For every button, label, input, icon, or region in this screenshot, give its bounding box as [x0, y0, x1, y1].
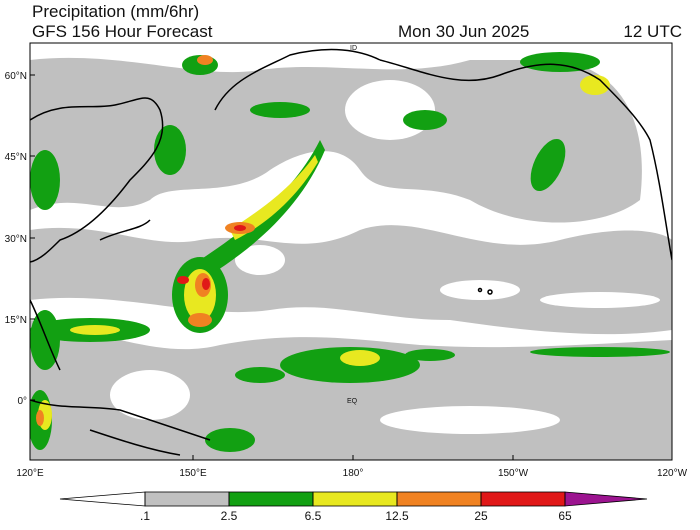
annotation: EQ [347, 398, 358, 405]
map: 60°N 45°N 30°N 15°N 0° 120°E 150°E 180° 150°W 120… [5, 42, 688, 479]
colorbar-label: 12.5 [385, 509, 409, 523]
date: Mon 30 Jun 2025 [398, 22, 529, 41]
subtitle: GFS 156 Hour Forecast [32, 22, 213, 41]
lon-label: 120°E [16, 468, 44, 479]
colorbar-segment [564, 491, 648, 507]
colorbar-segment [144, 491, 230, 507]
precip-field [30, 43, 672, 460]
colorbar-segment [59, 491, 146, 507]
time: 12 UTC [623, 22, 682, 41]
annotation: ID [350, 45, 357, 52]
colorbar: .1 2.5 6.5 12.5 25 65 [59, 491, 648, 523]
lon-label: 180° [343, 468, 364, 479]
lon-label: 120°W [657, 468, 688, 479]
lat-label: 30°N [5, 234, 27, 245]
lat-label: 45°N [5, 152, 27, 163]
lat-label: 15°N [5, 315, 27, 326]
title: Precipitation (mm/6hr) [32, 2, 199, 21]
colorbar-segment [396, 491, 482, 507]
map-frame [29, 42, 673, 461]
lat-label: 60°N [5, 71, 27, 82]
lon-label: 150°E [179, 468, 207, 479]
lat-label: 0° [17, 396, 27, 407]
colorbar-label: 25 [474, 509, 488, 523]
coastlines [30, 48, 672, 456]
lon-label: 150°W [498, 468, 529, 479]
colorbar-label: 65 [558, 509, 572, 523]
colorbar-label: 6.5 [305, 509, 322, 523]
colorbar-label: 2.5 [221, 509, 238, 523]
colorbar-segment [480, 491, 566, 507]
colorbar-segment [312, 491, 398, 507]
colorbar-segment [228, 491, 314, 507]
colorbar-label: .1 [140, 509, 150, 523]
